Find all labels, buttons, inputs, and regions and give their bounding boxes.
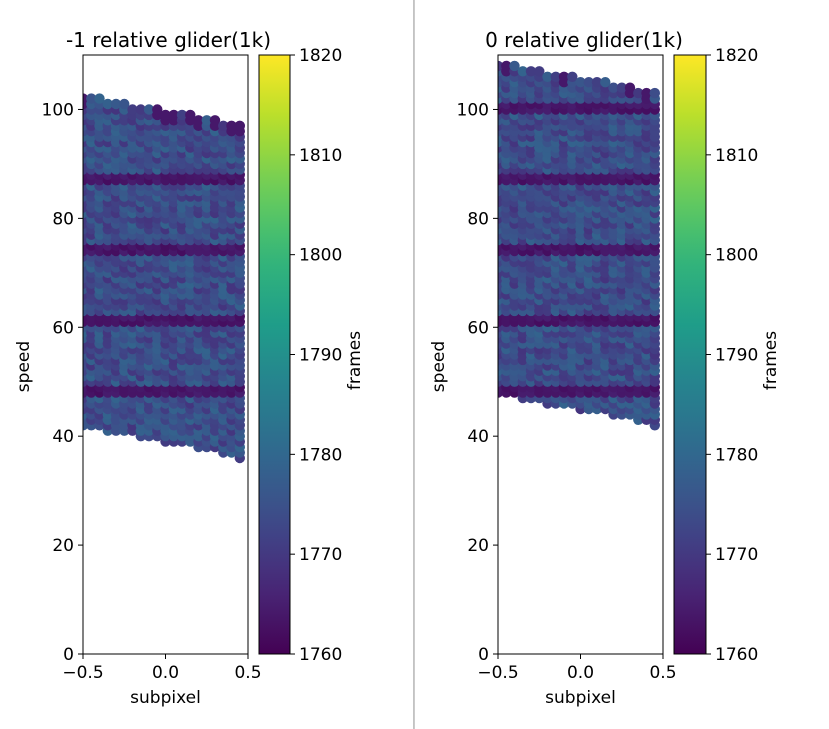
chart-panel-2: −0.5 0.0 0.5 0 20 40 60 80 100 0 relative glider(…	[429, 28, 781, 708]
data-point	[633, 87, 644, 99]
colorbar-tick-label: 1810	[715, 146, 758, 166]
colorbar	[258, 54, 291, 655]
data-point	[86, 93, 97, 104]
y-tick-label: 60	[467, 318, 489, 338]
data-point	[567, 71, 578, 83]
x-axis-label: subpixel	[545, 688, 616, 708]
x-tick-label: −0.5	[62, 663, 103, 683]
data-point	[525, 66, 537, 77]
y-tick-label: 40	[52, 427, 74, 447]
data-point	[534, 66, 545, 77]
data-point	[583, 77, 594, 88]
y-tick-label: 60	[52, 318, 74, 338]
data-point	[550, 71, 561, 83]
colorbar-tick-label: 1780	[715, 445, 758, 465]
y-tick-label: 80	[52, 209, 74, 229]
colorbar	[673, 54, 707, 655]
data-point	[218, 120, 229, 131]
data-point	[575, 77, 586, 88]
data-point	[94, 93, 105, 104]
y-tick-label: 80	[467, 209, 489, 229]
colorbar-label: frames	[761, 331, 781, 390]
data-point	[110, 98, 122, 110]
data-point	[176, 109, 188, 121]
scatter-points	[83, 93, 245, 464]
data-point	[558, 71, 570, 83]
y-axis-label: speed	[14, 341, 34, 392]
data-point	[119, 98, 130, 110]
data-point	[600, 77, 611, 88]
colorbar-tick-label: 1770	[299, 545, 342, 565]
x-axis-label: subpixel	[130, 688, 201, 708]
y-tick-label: 20	[52, 536, 74, 556]
data-point	[135, 104, 146, 115]
y-tick-label: 0	[63, 645, 74, 665]
data-point	[193, 115, 204, 126]
colorbar-tick-label: 1780	[299, 445, 342, 465]
colorbar-tick-label: 1770	[715, 545, 758, 565]
data-point	[624, 82, 636, 93]
y-tick-label: 100	[457, 100, 489, 120]
data-point	[509, 60, 520, 72]
data-point	[209, 115, 221, 126]
chart-title: 0 relative glider(1k)	[485, 28, 683, 52]
data-point	[649, 87, 660, 99]
colorbar-tick-label: 1790	[715, 346, 758, 366]
y-tick-label: 100	[42, 100, 74, 120]
chart-panel-1: −0.5 0.0 0.5 0 20 40 60 80 100 -1 relative glider…	[14, 28, 365, 708]
colorbar-label: frames	[345, 331, 365, 390]
data-point	[616, 82, 627, 93]
colorbar-tick-label: 1760	[299, 645, 342, 665]
panel-divider	[413, 0, 415, 729]
chart-title: -1 relative glider(1k)	[66, 28, 271, 52]
data-point	[102, 98, 114, 110]
y-tick-label: 40	[467, 427, 489, 447]
data-point	[234, 120, 245, 131]
data-point	[185, 109, 196, 121]
colorbar-tick-label: 1800	[715, 246, 758, 266]
colorbar-tick-label: 1820	[715, 46, 758, 66]
data-point	[226, 120, 237, 131]
colorbar-tick-label: 1790	[299, 346, 342, 366]
data-point	[160, 109, 171, 121]
y-tick-label: 0	[478, 645, 489, 665]
data-point	[608, 82, 619, 93]
x-tick-label: 0.0	[567, 663, 594, 683]
data-point	[152, 104, 163, 115]
x-tick-label: 0.0	[152, 663, 179, 683]
colorbar-tick-label: 1760	[715, 645, 758, 665]
scatter-points	[498, 60, 660, 431]
x-tick-label: 0.5	[649, 663, 676, 683]
x-tick-label: 0.5	[234, 663, 261, 683]
colorbar-tick-label: 1810	[299, 146, 342, 166]
colorbar-tick-label: 1820	[299, 46, 342, 66]
data-point	[501, 60, 512, 72]
data-point	[542, 71, 553, 83]
x-tick-label: −0.5	[477, 663, 518, 683]
data-point	[517, 66, 528, 77]
data-point	[641, 87, 652, 99]
data-point	[168, 109, 179, 121]
data-point	[201, 115, 212, 126]
y-axis-label: speed	[429, 341, 449, 392]
colorbar-tick-label: 1800	[299, 246, 342, 266]
data-point	[591, 77, 603, 88]
data-point	[127, 104, 138, 115]
y-tick-label: 20	[467, 536, 489, 556]
data-point	[143, 104, 155, 115]
